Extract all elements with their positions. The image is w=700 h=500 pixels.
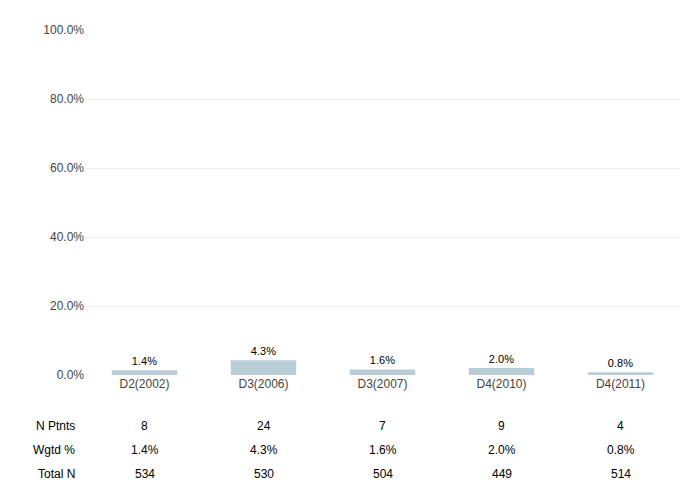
- svg-text:0.8%: 0.8%: [608, 357, 633, 369]
- svg-text:0.8%: 0.8%: [607, 443, 635, 457]
- svg-text:2.0%: 2.0%: [489, 353, 514, 365]
- svg-text:N Ptnts: N Ptnts: [36, 419, 75, 433]
- svg-text:504: 504: [373, 467, 393, 481]
- svg-text:1.4%: 1.4%: [131, 443, 159, 457]
- svg-text:4.3%: 4.3%: [251, 345, 276, 357]
- svg-text:4.3%: 4.3%: [250, 443, 278, 457]
- svg-text:7: 7: [379, 419, 386, 433]
- svg-text:1.4%: 1.4%: [132, 355, 157, 367]
- svg-text:24: 24: [257, 419, 271, 433]
- svg-text:1.6%: 1.6%: [370, 354, 395, 366]
- svg-text:20.0%: 20.0%: [50, 299, 84, 313]
- svg-text:100.0%: 100.0%: [43, 23, 84, 37]
- svg-text:8: 8: [141, 419, 148, 433]
- svg-text:0.0%: 0.0%: [57, 368, 85, 382]
- svg-text:D2(2002): D2(2002): [119, 377, 169, 391]
- svg-text:4: 4: [617, 419, 624, 433]
- svg-text:40.0%: 40.0%: [50, 230, 84, 244]
- svg-text:449: 449: [492, 467, 512, 481]
- svg-text:D3(2006): D3(2006): [238, 377, 288, 391]
- svg-text:Wgtd %: Wgtd %: [33, 443, 75, 457]
- svg-text:1.6%: 1.6%: [369, 443, 397, 457]
- svg-text:D3(2007): D3(2007): [357, 377, 407, 391]
- svg-text:60.0%: 60.0%: [50, 161, 84, 175]
- svg-text:Total N: Total N: [38, 467, 75, 481]
- svg-text:534: 534: [135, 467, 155, 481]
- svg-text:D4(2010): D4(2010): [476, 377, 526, 391]
- svg-text:530: 530: [254, 467, 274, 481]
- svg-text:2.0%: 2.0%: [488, 443, 516, 457]
- svg-text:D4(2011): D4(2011): [596, 377, 645, 391]
- svg-text:9: 9: [498, 419, 505, 433]
- svg-text:80.0%: 80.0%: [50, 92, 84, 106]
- svg-text:514: 514: [611, 467, 631, 481]
